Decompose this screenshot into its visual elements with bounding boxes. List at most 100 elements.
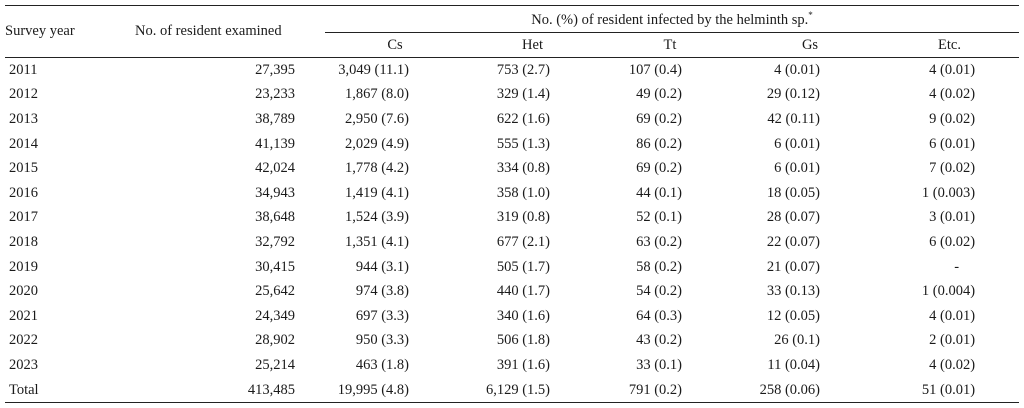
- table-row: 2022 28,902 950 (3.3) 506 (1.8) 43 (0.2) 26 (…: [5, 329, 1019, 354]
- cell-cs: 950 (3.3): [355, 332, 409, 349]
- infected-group-label: No. (%) of resident infected by the helm…: [531, 11, 809, 28]
- cell-etc: 51 (0.01): [880, 377, 1020, 404]
- cell-examined: 30,415: [255, 258, 295, 275]
- species-header-cs: Cs: [325, 32, 465, 58]
- table-row: 2016 34,943 1,419 (4.1) 358 (1.0) 44 (0.1) 18…: [5, 181, 1019, 206]
- cell-examined: 23,233: [255, 86, 295, 103]
- header-row-species: Cs Het Tt Gs Etc.: [5, 32, 1020, 58]
- cell-examined: 24,349: [255, 307, 295, 324]
- helminth-survey-table: Survey year No. of resident examined No.…: [5, 5, 1020, 404]
- table-row: 2020 25,642 974 (3.8) 440 (1.7) 54 (0.2) 33 (…: [5, 279, 1019, 304]
- cell-examined: 28,902: [255, 332, 295, 349]
- cell-het: 753 (2.7): [496, 61, 550, 78]
- cell-examined: 38,648: [255, 209, 295, 226]
- cell-tt: 791 (0.2): [600, 377, 740, 404]
- cell-tt: 43 (0.2): [636, 332, 682, 349]
- cell-etc: 1 (0.004): [921, 283, 976, 300]
- cell-tt: 52 (0.1): [636, 209, 682, 226]
- table-row: 2011 27,395 3,049 (11.1) 753 (2.7) 107 (0.4)…: [5, 58, 1019, 83]
- cell-het: 506 (1.8): [496, 332, 550, 349]
- table-row: 2013 38,789 2,950 (7.6) 622 (1.6) 69 (0.2) 42…: [5, 107, 1019, 132]
- cell-gs: 11 (0.04): [767, 356, 820, 373]
- cell-etc: 4 (0.01): [929, 307, 976, 324]
- cell-tt: 54 (0.2): [636, 283, 682, 300]
- cell-examined: 32,792: [255, 233, 295, 250]
- species-header-het: Het: [465, 32, 600, 58]
- table-row: 2021 24,349 697 (3.3) 340 (1.6) 64 (0.3) 12 (…: [5, 304, 1019, 329]
- cell-year: Total: [5, 377, 135, 404]
- cell-cs: 944 (3.1): [355, 258, 409, 275]
- cell-year: 2022: [9, 332, 38, 349]
- cell-examined: 41,139: [255, 135, 295, 152]
- cell-cs: 974 (3.8): [355, 283, 409, 300]
- cell-tt: 69 (0.2): [636, 110, 682, 127]
- cell-het: 677 (2.1): [496, 233, 550, 250]
- cell-cs: 2,029 (4.9): [344, 135, 409, 152]
- cell-etc: 4 (0.01): [929, 61, 976, 78]
- cell-year: 2017: [9, 209, 38, 226]
- cell-examined: 38,789: [255, 110, 295, 127]
- cell-year: 2015: [9, 160, 38, 177]
- cell-het: 358 (1.0): [496, 184, 550, 201]
- cell-year: 2018: [9, 233, 38, 250]
- cell-gs: 12 (0.05): [766, 307, 820, 324]
- footnote-mark: *: [808, 9, 813, 20]
- cell-gs: 29 (0.12): [766, 86, 820, 103]
- cell-etc: 4 (0.02): [929, 356, 976, 373]
- cell-tt: 33 (0.1): [636, 356, 682, 373]
- total-row: Total 413,485 19,995 (4.8) 6,129 (1.5) 791 (…: [5, 377, 1020, 404]
- cell-year: 2023: [9, 356, 38, 373]
- cell-gs: 26 (0.1): [774, 332, 820, 349]
- cell-tt: 107 (0.4): [628, 61, 682, 78]
- cell-year: 2019: [9, 258, 38, 275]
- cell-tt: 49 (0.2): [636, 86, 682, 103]
- cell-year: 2014: [9, 135, 38, 152]
- cell-etc: 1 (0.003): [921, 184, 976, 201]
- species-header-tt: Tt: [600, 32, 740, 58]
- cell-het: 440 (1.7): [496, 283, 550, 300]
- cell-etc: 3 (0.01): [929, 209, 976, 226]
- cell-etc: -: [954, 258, 960, 275]
- cell-etc: 4 (0.02): [929, 86, 976, 103]
- cell-het: 555 (1.3): [496, 135, 550, 152]
- cell-het: 6,129 (1.5): [465, 377, 600, 404]
- cell-etc: 2 (0.01): [929, 332, 976, 349]
- cell-examined: 42,024: [255, 160, 295, 177]
- cell-het: 391 (1.6): [496, 356, 550, 373]
- cell-year: 2012: [9, 86, 38, 103]
- cell-gs: 42 (0.11): [767, 110, 820, 127]
- cell-year: 2020: [9, 283, 38, 300]
- table-row: 2017 38,648 1,524 (3.9) 319 (0.8) 52 (0.1) 28…: [5, 206, 1019, 231]
- species-header-etc: Etc.: [880, 32, 1020, 58]
- cell-cs: 1,419 (4.1): [344, 184, 409, 201]
- cell-cs: 1,351 (4.1): [344, 233, 409, 250]
- cell-year: 2016: [9, 184, 38, 201]
- survey-year-header: Survey year: [5, 5, 135, 58]
- cell-etc: 6 (0.02): [929, 233, 976, 250]
- cell-year: 2011: [9, 61, 38, 78]
- cell-tt: 69 (0.2): [636, 160, 682, 177]
- cell-het: 329 (1.4): [496, 86, 550, 103]
- cell-examined: 25,642: [255, 283, 295, 300]
- cell-examined: 25,214: [255, 356, 295, 373]
- cell-tt: 64 (0.3): [636, 307, 682, 324]
- cell-examined: 27,395: [255, 61, 295, 78]
- cell-etc: 6 (0.01): [929, 135, 976, 152]
- cell-tt: 86 (0.2): [636, 135, 682, 152]
- cell-cs: 3,049 (11.1): [338, 61, 409, 78]
- cell-tt: 44 (0.1): [636, 184, 682, 201]
- header-row-top: Survey year No. of resident examined No.…: [5, 5, 1020, 58]
- cell-cs: 1,524 (3.9): [344, 209, 409, 226]
- examined-header: No. of resident examined: [135, 5, 325, 58]
- cell-het: 340 (1.6): [496, 307, 550, 324]
- cell-etc: 9 (0.02): [929, 110, 976, 127]
- cell-het: 622 (1.6): [496, 110, 550, 127]
- cell-cs: 1,778 (4.2): [344, 160, 409, 177]
- table-row: 2018 32,792 1,351 (4.1) 677 (2.1) 63 (0.2) 22…: [5, 230, 1019, 255]
- table-row: 2014 41,139 2,029 (4.9) 555 (1.3) 86 (0.2) 6 …: [5, 132, 1019, 157]
- table-body: 2011 27,395 3,049 (11.1) 753 (2.7) 107 (0.4)…: [5, 58, 1020, 404]
- cell-gs: 6 (0.01): [774, 135, 820, 152]
- cell-tt: 63 (0.2): [636, 233, 682, 250]
- cell-examined: 34,943: [255, 184, 295, 201]
- cell-tt: 58 (0.2): [636, 258, 682, 275]
